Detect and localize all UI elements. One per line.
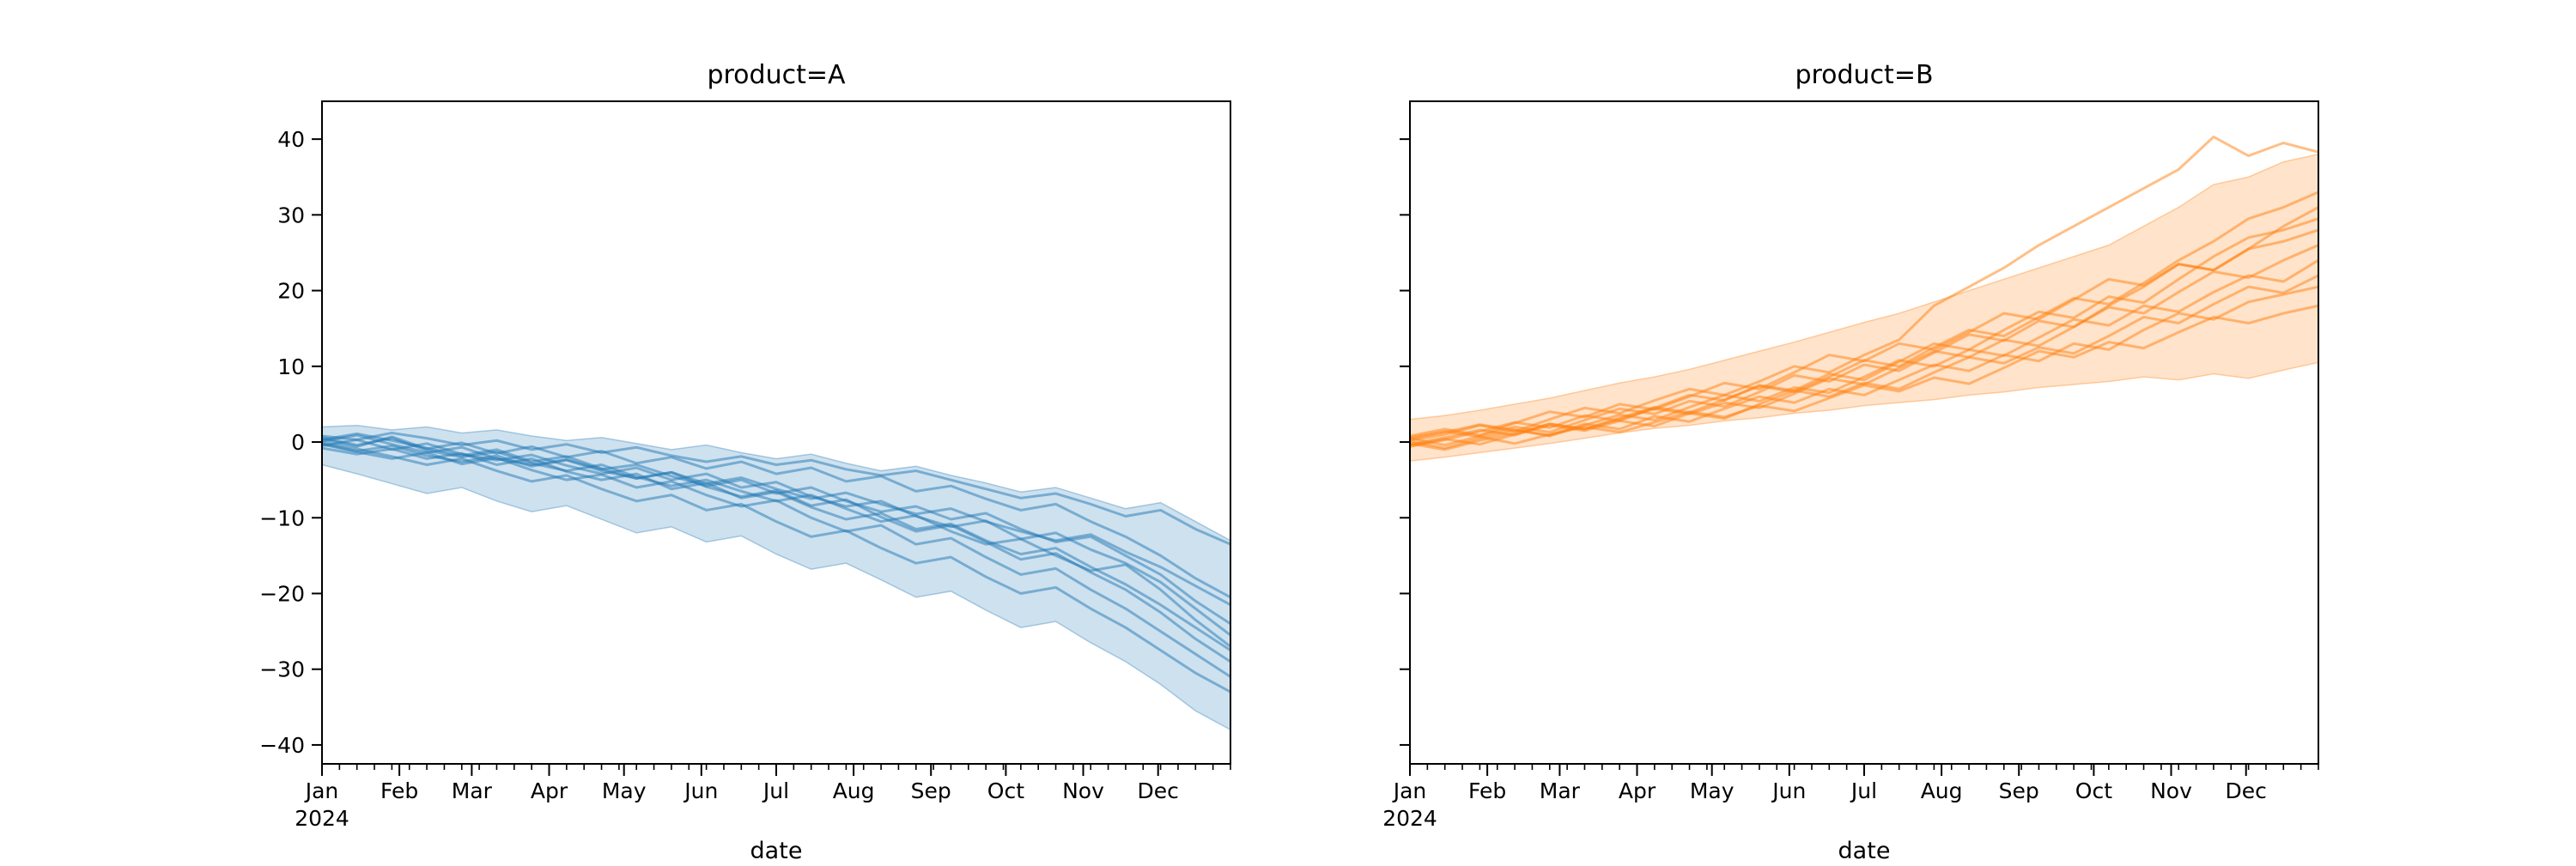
facet-panel-1: Jan 2024 Feb Mar Apr May Jun Jul Aug Sep Oct Nov Dec bbox=[1382, 100, 2319, 831]
sample-line bbox=[322, 435, 1230, 599]
facet-panel-0: Jan 2024 Feb Mar Apr May Jun Jul Aug Sep Oct Nov Dec… bbox=[259, 100, 1231, 831]
y-tick-label: 20 bbox=[277, 279, 305, 304]
band-area bbox=[1410, 153, 2318, 462]
band-area bbox=[322, 424, 1230, 731]
sample-line bbox=[322, 431, 1230, 546]
x-tick-label-month: Jul bbox=[1850, 778, 1877, 803]
sample-line bbox=[1410, 217, 2318, 448]
x-tick-label-month: Oct bbox=[987, 778, 1024, 803]
x-tick-label-month: Feb bbox=[1468, 778, 1506, 803]
x-tick-label-month: Sep bbox=[1999, 778, 2039, 803]
sample-line bbox=[1410, 135, 2318, 442]
x-tick-label-month: Jun bbox=[683, 778, 718, 803]
x-tick-label-month: Jun bbox=[1771, 778, 1806, 803]
sample-line bbox=[322, 433, 1230, 626]
y-tick-label: 10 bbox=[277, 354, 305, 379]
sample-line bbox=[1410, 304, 2318, 445]
y-tick-label: 40 bbox=[277, 127, 305, 152]
x-tick-label-month: Dec bbox=[2226, 778, 2267, 803]
sample-line bbox=[322, 442, 1230, 607]
sample-line bbox=[322, 446, 1230, 652]
x-tick-label-month: Sep bbox=[911, 778, 951, 803]
x-tick-label-month: Aug bbox=[1921, 778, 1963, 803]
y-tick-label: −10 bbox=[259, 506, 305, 530]
sample-line bbox=[322, 432, 1230, 663]
x-tick-label-month: Apr bbox=[531, 778, 568, 803]
y-tick-label: −20 bbox=[259, 581, 305, 606]
x-tick-label-month: Mar bbox=[1540, 778, 1581, 803]
sample-line bbox=[322, 440, 1230, 693]
x-tick-label-year: 2024 bbox=[1382, 806, 1437, 831]
x-tick-label-month: Nov bbox=[2150, 778, 2192, 803]
x-axis-label-date-b: date bbox=[1838, 838, 1891, 864]
y-tick-label: 30 bbox=[277, 203, 305, 227]
y-tick-label: −40 bbox=[259, 733, 305, 758]
x-tick-label-month: May bbox=[602, 778, 647, 803]
panel-title-product-a: product=A bbox=[707, 60, 846, 90]
x-tick-label-month: May bbox=[1690, 778, 1735, 803]
y-tick-label: 0 bbox=[291, 430, 305, 455]
x-tick-label-month: Jan bbox=[1392, 778, 1427, 803]
x-tick-label-month: Aug bbox=[833, 778, 875, 803]
x-tick-label-month: Feb bbox=[380, 778, 418, 803]
sample-line bbox=[1410, 228, 2318, 438]
panel-title-product-b: product=B bbox=[1795, 60, 1934, 90]
x-tick-label-month: Jan bbox=[304, 778, 339, 803]
x-axis-label-date-a: date bbox=[750, 838, 803, 864]
x-tick-label-month: Oct bbox=[2075, 778, 2112, 803]
y-tick-label: −30 bbox=[259, 657, 305, 682]
sample-line bbox=[1410, 274, 2318, 447]
x-tick-label-year: 2024 bbox=[295, 806, 349, 831]
x-tick-label-month: Mar bbox=[452, 778, 493, 803]
x-tick-label-month: Jul bbox=[762, 778, 789, 803]
x-tick-label-month: Nov bbox=[1062, 778, 1104, 803]
x-tick-label-month: Apr bbox=[1619, 778, 1656, 803]
x-tick-label-month: Dec bbox=[1138, 778, 1179, 803]
